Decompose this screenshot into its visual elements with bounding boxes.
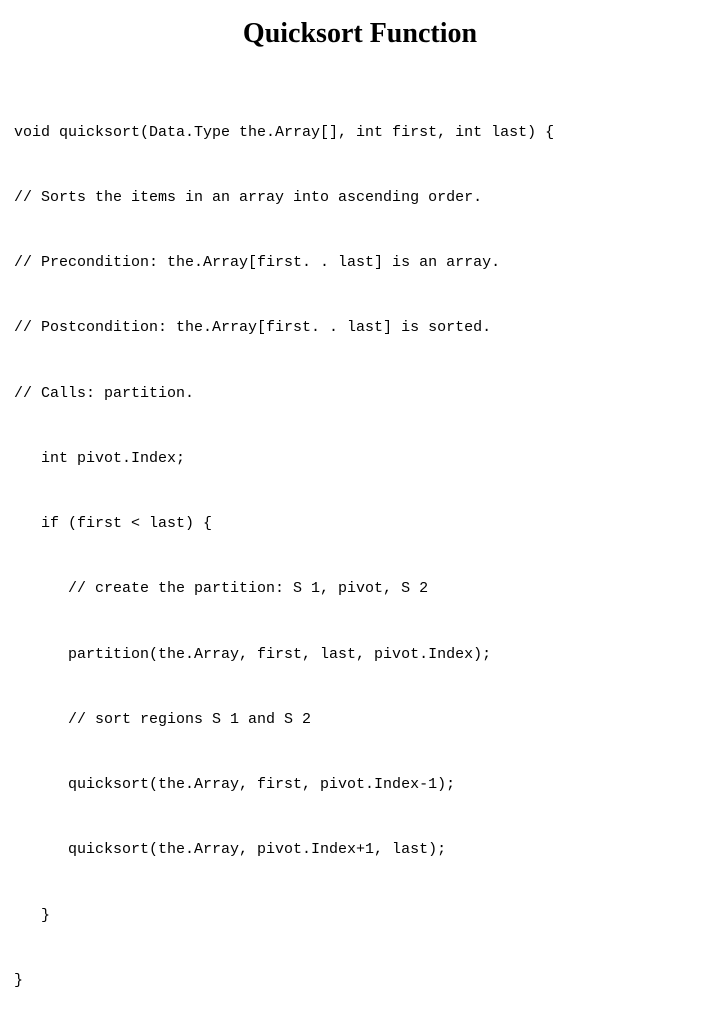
code-line: // create the partition: S 1, pivot, S 2 [14,578,706,600]
code-block: void quicksort(Data.Type the.Array[], in… [14,78,706,1035]
code-line: // Precondition: the.Array[first. . last… [14,252,706,274]
code-line: if (first < last) { [14,513,706,535]
code-line: } [14,905,706,927]
slide: Quicksort Function void quicksort(Data.T… [0,0,720,540]
code-line: quicksort(the.Array, pivot.Index+1, last… [14,839,706,861]
code-line: // Postcondition: the.Array[first. . las… [14,317,706,339]
code-line: // Sorts the items in an array into asce… [14,187,706,209]
code-line: // Calls: partition. [14,383,706,405]
code-line: // sort regions S 1 and S 2 [14,709,706,731]
code-line: void quicksort(Data.Type the.Array[], in… [14,122,706,144]
code-line: } [14,970,706,992]
code-line: quicksort(the.Array, first, pivot.Index-… [14,774,706,796]
slide-title: Quicksort Function [14,18,706,50]
code-line: int pivot.Index; [14,448,706,470]
code-line: partition(the.Array, first, last, pivot.… [14,644,706,666]
